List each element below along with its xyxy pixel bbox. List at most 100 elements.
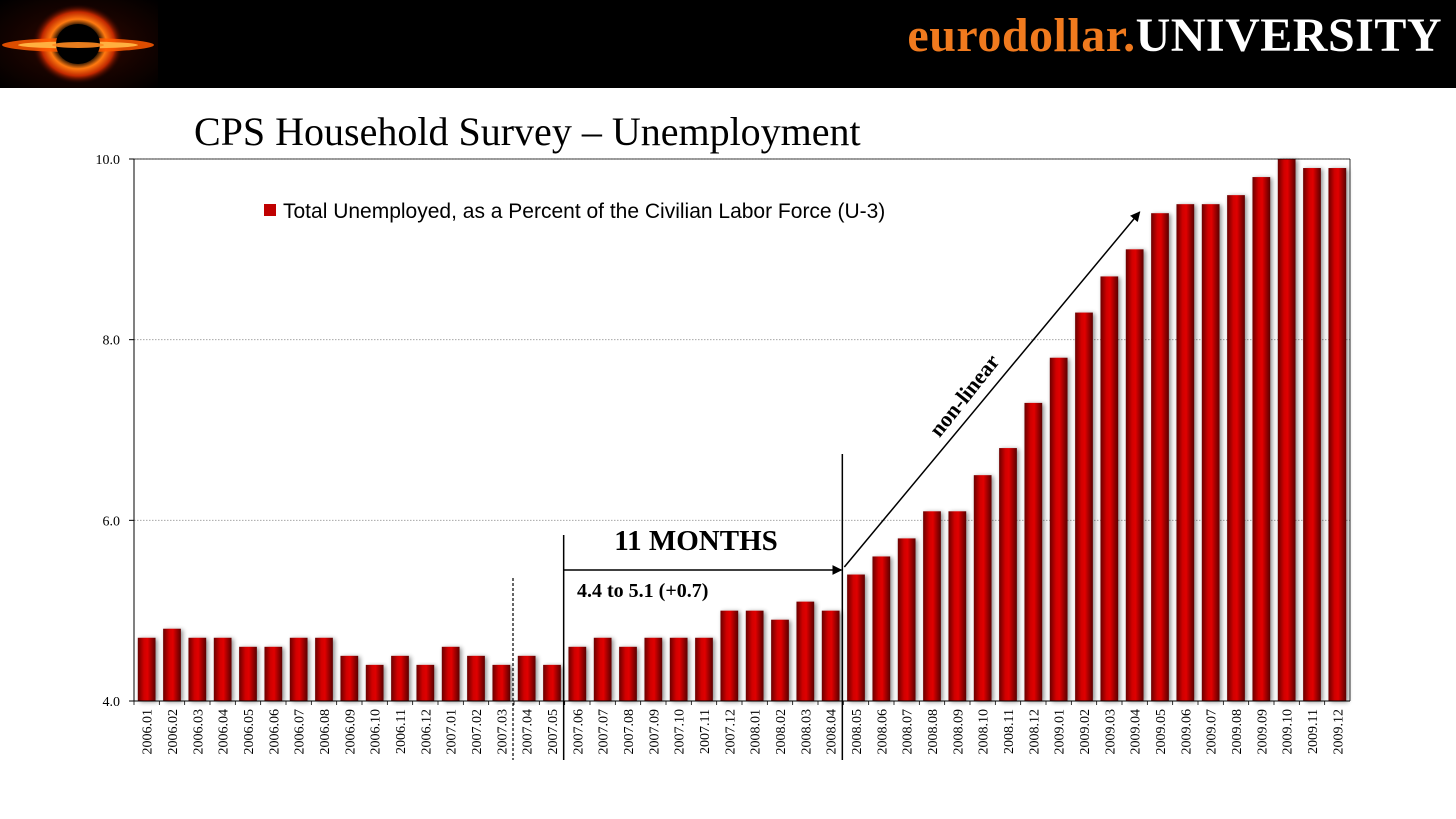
bar [872, 556, 891, 701]
x-tick-label: 2008.10 [977, 709, 992, 755]
bar [1151, 213, 1169, 701]
x-tick-label: 2006.07 [293, 709, 308, 755]
x-tick-label: 2009.11 [1306, 709, 1321, 754]
bar [492, 664, 511, 701]
bar [1303, 168, 1321, 702]
x-tick-label: 2009.04 [1129, 709, 1144, 755]
x-tick-label: 2006.12 [419, 709, 434, 755]
x-tick-label: 2006.10 [369, 709, 384, 755]
bar [517, 655, 536, 701]
bar [669, 637, 688, 701]
x-tick-label: 2007.06 [571, 709, 586, 755]
x-tick-label: 2009.10 [1281, 709, 1296, 755]
x-tick-label: 2007.10 [673, 709, 688, 755]
bar [796, 601, 815, 701]
x-tick-label: 2007.12 [723, 709, 738, 755]
bar [973, 475, 992, 701]
x-tick-label: 2007.01 [445, 709, 460, 755]
y-tick-label: 10.0 [96, 153, 121, 168]
x-tick-label: 2008.05 [850, 709, 865, 755]
brand-part1: eurodollar. [907, 9, 1136, 62]
bar [1201, 204, 1220, 701]
bar [1176, 204, 1195, 701]
x-tick-label: 2009.06 [1179, 709, 1194, 755]
x-tick-label: 2009.09 [1255, 709, 1270, 755]
bar [1328, 168, 1347, 702]
chart-title: CPS Household Survey – Unemployment [194, 109, 861, 154]
bar [644, 637, 663, 701]
trend-label: non-linear [924, 349, 1005, 441]
x-tick-label: 2007.09 [647, 709, 662, 755]
bar [695, 637, 713, 701]
legend-swatch [264, 204, 276, 216]
x-tick-label: 2008.04 [825, 709, 840, 755]
x-tick-label: 2008.06 [875, 709, 890, 755]
x-tick-label: 2006.02 [166, 709, 181, 755]
bar [948, 511, 967, 701]
bar [1277, 159, 1296, 701]
bar [1024, 402, 1043, 701]
bar [568, 646, 587, 701]
bar [999, 448, 1017, 701]
bar [1227, 195, 1245, 701]
x-tick-label: 2009.05 [1154, 709, 1169, 755]
bar [821, 610, 840, 701]
bar [213, 637, 232, 701]
brand-part2: UNIVERSITY [1135, 9, 1442, 62]
x-tick-label: 2008.07 [901, 709, 916, 755]
bar [239, 646, 257, 701]
x-tick-label: 2007.04 [521, 709, 536, 755]
bar [416, 664, 435, 701]
bar [1252, 177, 1271, 702]
bar [1125, 249, 1144, 702]
x-tick-label: 2009.01 [1053, 709, 1068, 755]
y-tick-label: 8.0 [103, 334, 121, 349]
x-tick-label: 2007.08 [622, 709, 637, 755]
x-tick-label: 2006.03 [191, 709, 206, 755]
x-tick-label: 2007.11 [698, 709, 713, 754]
x-tick-label: 2007.05 [546, 709, 561, 755]
x-tick-label: 2008.09 [951, 709, 966, 755]
x-tick-label: 2006.06 [267, 709, 282, 755]
bar [897, 538, 916, 701]
x-tick-label: 2009.02 [1078, 709, 1093, 755]
x-tick-label: 2006.01 [141, 709, 156, 755]
bar [1075, 312, 1093, 701]
x-tick-label: 2008.02 [774, 709, 789, 755]
x-tick-label: 2006.05 [242, 709, 257, 755]
bar [289, 637, 308, 701]
x-tick-label: 2008.08 [926, 709, 941, 755]
months-label: 11 MONTHS [614, 525, 778, 557]
bar [1100, 276, 1119, 701]
bar [771, 619, 789, 701]
bar [315, 637, 333, 701]
bar [467, 655, 485, 701]
bar [264, 646, 283, 701]
bar [720, 610, 739, 701]
x-tick-label: 2006.11 [394, 709, 409, 754]
black-hole-logo-icon [0, 0, 158, 88]
x-tick-label: 2006.09 [343, 709, 358, 755]
bar [923, 511, 941, 701]
bar [391, 655, 409, 701]
change-label: 4.4 to 5.1 (+0.7) [577, 580, 708, 602]
x-tick-label: 2009.07 [1205, 709, 1220, 755]
bar [340, 655, 359, 701]
bar [365, 664, 384, 701]
bar [188, 637, 207, 701]
bar [137, 637, 156, 701]
x-tick-label: 2008.01 [749, 709, 764, 755]
bar [1049, 357, 1068, 701]
bar [619, 646, 637, 701]
x-tick-label: 2006.08 [318, 709, 333, 755]
x-tick-label: 2009.08 [1230, 709, 1245, 755]
bar [745, 610, 764, 701]
brand-title: eurodollar.UNIVERSITY [907, 8, 1442, 63]
logo-graphic [2, 4, 154, 84]
x-tick-label: 2009.03 [1103, 709, 1118, 755]
legend-label: Total Unemployed, as a Percent of the Ci… [283, 200, 885, 223]
x-tick-label: 2008.11 [1002, 709, 1017, 754]
bar [441, 646, 460, 701]
y-tick-label: 6.0 [103, 514, 121, 529]
